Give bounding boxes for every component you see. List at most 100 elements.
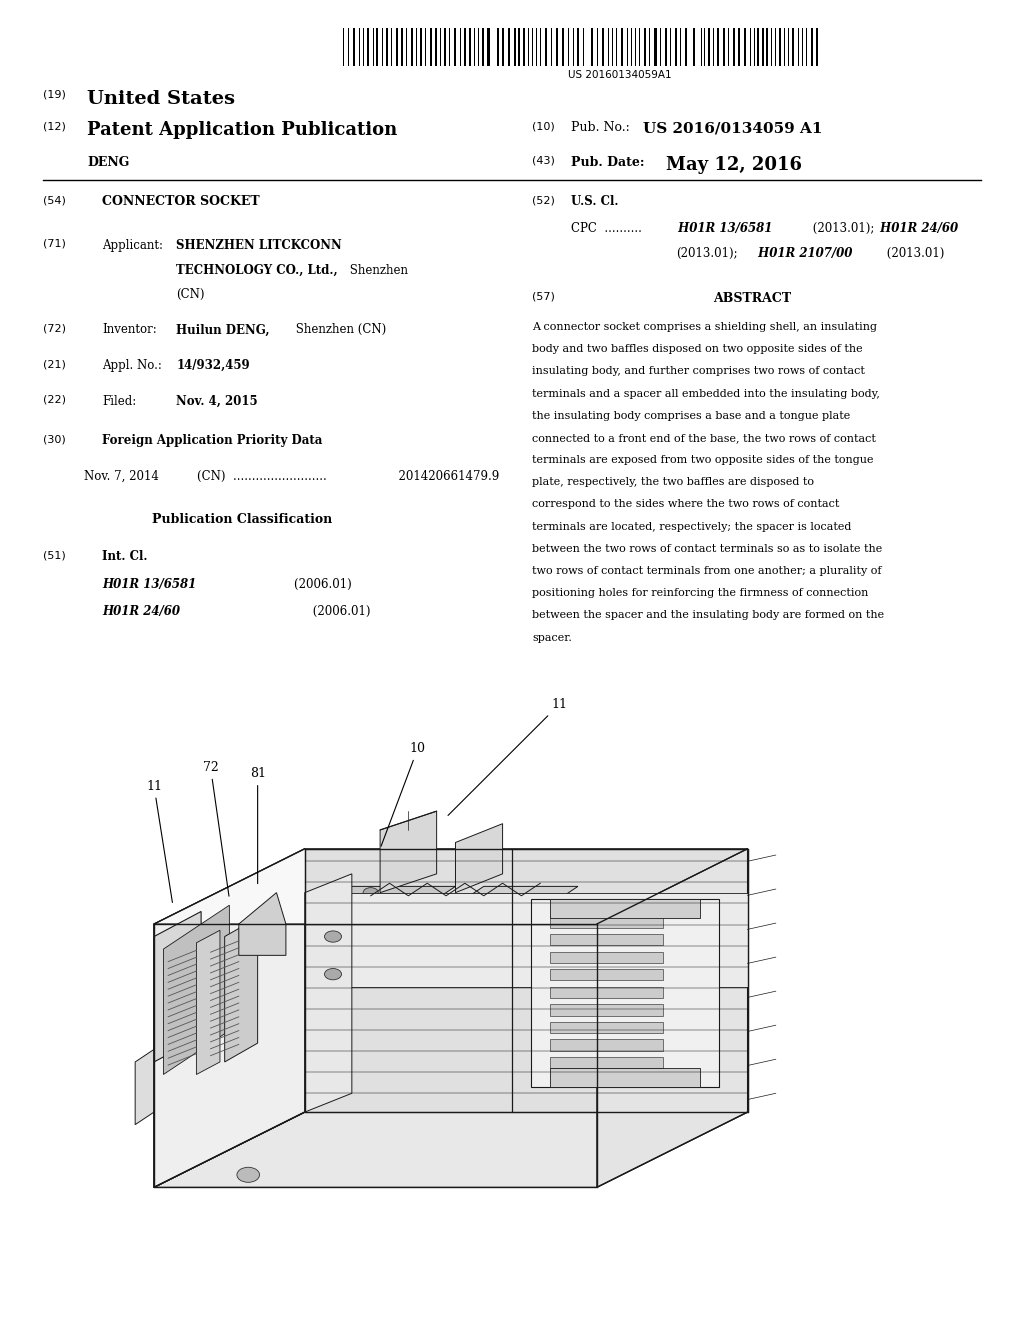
- Bar: [518, 28, 519, 66]
- Polygon shape: [550, 1068, 700, 1088]
- Bar: [591, 28, 593, 66]
- Bar: [758, 28, 760, 66]
- Bar: [425, 28, 426, 66]
- Text: 201420661479.9: 201420661479.9: [391, 470, 500, 483]
- Polygon shape: [456, 887, 578, 906]
- Bar: [382, 28, 383, 66]
- Text: 11: 11: [146, 780, 172, 903]
- Bar: [439, 28, 441, 66]
- Text: body and two baffles disposed on two opposite sides of the: body and two baffles disposed on two opp…: [532, 345, 863, 354]
- Text: (12): (12): [43, 121, 66, 132]
- Text: insulating body, and further comprises two rows of contact: insulating body, and further comprises t…: [532, 367, 865, 376]
- Text: (54): (54): [43, 195, 66, 206]
- Polygon shape: [550, 1005, 663, 1015]
- Text: (2006.01): (2006.01): [264, 605, 371, 618]
- Text: H01R 24/60: H01R 24/60: [876, 222, 957, 235]
- Text: (30): (30): [43, 434, 66, 445]
- Bar: [615, 28, 617, 66]
- Bar: [386, 28, 388, 66]
- Text: 10: 10: [381, 742, 426, 846]
- Bar: [578, 28, 580, 66]
- Text: Nov. 4, 2015: Nov. 4, 2015: [176, 395, 258, 408]
- Polygon shape: [530, 899, 719, 1088]
- Text: (2013.01);: (2013.01);: [809, 222, 874, 235]
- Text: Shenzhen: Shenzhen: [346, 264, 409, 277]
- Polygon shape: [135, 1049, 154, 1125]
- Bar: [675, 28, 677, 66]
- Text: 81: 81: [250, 767, 265, 883]
- Text: (CN): (CN): [176, 288, 205, 301]
- Text: Pub. Date:: Pub. Date:: [571, 156, 645, 169]
- Text: Int. Cl.: Int. Cl.: [102, 550, 147, 564]
- Polygon shape: [239, 892, 286, 956]
- Polygon shape: [550, 935, 663, 945]
- Text: Huilun DENG,: Huilun DENG,: [176, 323, 269, 337]
- Text: SHENZHEN LITCKCONN: SHENZHEN LITCKCONN: [176, 239, 342, 252]
- Text: spacer.: spacer.: [532, 632, 572, 643]
- Text: (22): (22): [43, 395, 66, 405]
- Text: H01R 13/6581: H01R 13/6581: [102, 578, 197, 591]
- Polygon shape: [597, 849, 748, 1188]
- Polygon shape: [550, 1039, 663, 1051]
- Polygon shape: [305, 892, 748, 987]
- Text: (CN)  .........................: (CN) .........................: [182, 470, 327, 483]
- Bar: [611, 28, 613, 66]
- Bar: [430, 28, 432, 66]
- Bar: [811, 28, 813, 66]
- Text: connected to a front end of the base, the two rows of contact: connected to a front end of the base, th…: [532, 433, 877, 444]
- Text: U.S. Cl.: U.S. Cl.: [571, 195, 618, 209]
- Bar: [556, 28, 558, 66]
- Bar: [465, 28, 466, 66]
- Bar: [738, 28, 740, 66]
- Polygon shape: [305, 874, 352, 1111]
- Bar: [792, 28, 794, 66]
- Bar: [482, 28, 483, 66]
- Bar: [779, 28, 781, 66]
- Text: Inventor:: Inventor:: [102, 323, 157, 337]
- Text: CPC  ..........: CPC ..........: [571, 222, 642, 235]
- Text: Filed:: Filed:: [102, 395, 136, 408]
- Text: (2013.01);: (2013.01);: [676, 247, 737, 260]
- Bar: [806, 28, 807, 66]
- Text: (2013.01): (2013.01): [883, 247, 944, 260]
- Text: (10): (10): [532, 121, 555, 132]
- Text: terminals and a spacer all embedded into the insulating body,: terminals and a spacer all embedded into…: [532, 388, 881, 399]
- Bar: [502, 28, 504, 66]
- Circle shape: [364, 887, 378, 898]
- Text: plate, respectively, the two baffles are disposed to: plate, respectively, the two baffles are…: [532, 478, 814, 487]
- Text: (21): (21): [43, 359, 66, 370]
- Polygon shape: [154, 911, 201, 1061]
- Text: 14/932,459: 14/932,459: [176, 359, 250, 372]
- Circle shape: [365, 907, 377, 916]
- Polygon shape: [197, 931, 220, 1074]
- Text: between the two rows of contact terminals so as to isolate the: between the two rows of contact terminal…: [532, 544, 883, 554]
- Text: correspond to the sides where the two rows of contact: correspond to the sides where the two ro…: [532, 499, 840, 510]
- Text: A connector socket comprises a shielding shell, an insulating: A connector socket comprises a shielding…: [532, 322, 878, 333]
- Bar: [497, 28, 499, 66]
- Polygon shape: [154, 849, 748, 924]
- Bar: [412, 28, 413, 66]
- Polygon shape: [550, 1022, 663, 1034]
- Bar: [762, 28, 764, 66]
- Text: Nov. 7, 2014: Nov. 7, 2014: [84, 470, 159, 483]
- Bar: [654, 28, 656, 66]
- Polygon shape: [164, 906, 229, 1074]
- Bar: [709, 28, 710, 66]
- Bar: [373, 28, 374, 66]
- Bar: [377, 28, 378, 66]
- Text: two rows of contact terminals from one another; a plurality of: two rows of contact terminals from one a…: [532, 566, 882, 576]
- Text: (51): (51): [43, 550, 66, 561]
- Text: positioning holes for reinforcing the firmness of connection: positioning holes for reinforcing the fi…: [532, 589, 868, 598]
- Text: Shenzhen (CN): Shenzhen (CN): [292, 323, 386, 337]
- Bar: [602, 28, 604, 66]
- Polygon shape: [380, 810, 436, 892]
- Text: (57): (57): [532, 292, 555, 302]
- Bar: [487, 28, 489, 66]
- Polygon shape: [324, 887, 456, 906]
- Polygon shape: [550, 952, 663, 962]
- Text: Appl. No.:: Appl. No.:: [102, 359, 162, 372]
- Text: Patent Application Publication: Patent Application Publication: [87, 121, 397, 140]
- Text: DENG: DENG: [87, 156, 129, 169]
- Bar: [367, 28, 369, 66]
- Bar: [469, 28, 471, 66]
